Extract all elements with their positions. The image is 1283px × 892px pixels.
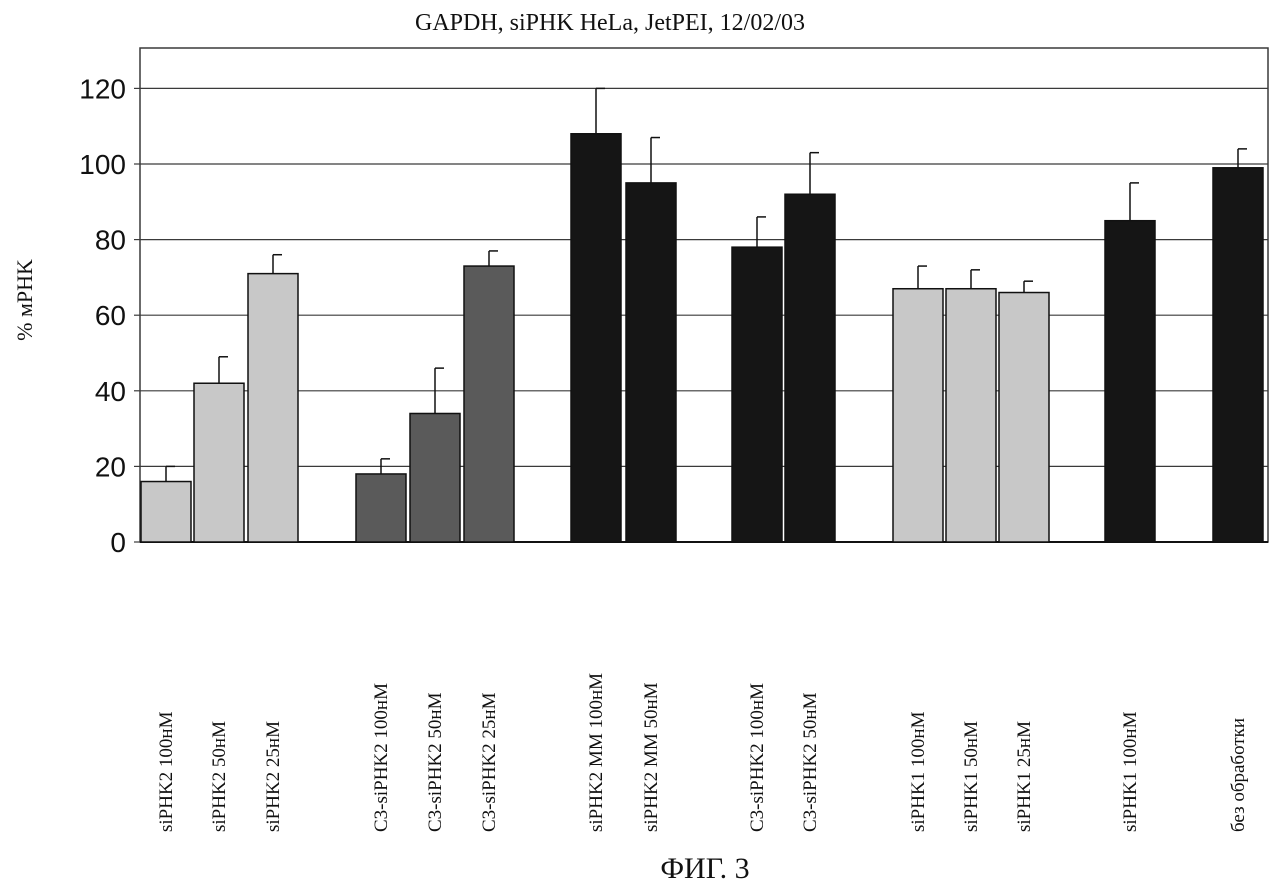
x-tick-label: C3-siPHK2 50нМ (425, 692, 446, 832)
bar (410, 413, 460, 542)
x-tick-label: siPHK1 100нМ (908, 711, 929, 832)
bar (1213, 168, 1263, 542)
y-tick-label: 120 (79, 73, 126, 104)
bar (248, 274, 298, 542)
x-tick-label: siPHK2 25нМ (263, 721, 284, 832)
bar (946, 289, 996, 542)
bar (893, 289, 943, 542)
bar (194, 383, 244, 542)
y-tick-label: 60 (95, 300, 126, 331)
bar (999, 293, 1049, 542)
x-axis-labels: siPHK2 100нМ siPHK2 50нМ siPHK2 25нМ C3-siP… (156, 673, 1249, 832)
x-tick-label: siPHK1 100нМ (1120, 711, 1141, 832)
x-tick-label: siPHK2 MM 100нМ (586, 673, 607, 832)
x-tick-label: C3-siPHK2 25нМ (479, 692, 500, 832)
bar (732, 247, 782, 542)
x-tick-label: siPHK1 25нМ (1014, 721, 1035, 832)
y-axis-ticks: 0 20 40 60 80 100 120 (79, 73, 140, 558)
bar (1105, 221, 1155, 542)
bar (464, 266, 514, 542)
y-tick-label: 0 (110, 527, 126, 558)
y-axis-label: % мPHK (12, 259, 37, 341)
x-tick-label: siPHK2 MM 50нМ (641, 682, 662, 832)
y-tick-label: 100 (79, 149, 126, 180)
bar (356, 474, 406, 542)
y-tick-label: 20 (95, 451, 126, 482)
plot-frame (140, 48, 1268, 542)
y-tick-label: 80 (95, 225, 126, 256)
figure-caption: ФИГ. 3 (660, 852, 749, 885)
x-tick-label: siPHK2 100нМ (156, 711, 177, 832)
bars (141, 134, 1263, 542)
gridlines (140, 48, 1268, 542)
y-tick-label: 40 (95, 376, 126, 407)
x-tick-label: C3-siPHK2 100нМ (747, 683, 768, 832)
bar (626, 183, 676, 542)
x-tick-label: без обработки (1228, 718, 1249, 832)
bar (785, 194, 835, 542)
bar (141, 482, 191, 542)
error-bars (166, 88, 1247, 481)
x-tick-label: siPHK1 50нМ (961, 721, 982, 832)
bar (571, 134, 621, 542)
chart-title: GAPDH, siPHK HeLa, JetPEI, 12/02/03 (415, 10, 805, 36)
x-tick-label: C3-siPHK2 50нМ (800, 692, 821, 832)
x-tick-label: C3-siPHK2 100нМ (371, 683, 392, 832)
x-tick-label: siPHK2 50нМ (209, 721, 230, 832)
